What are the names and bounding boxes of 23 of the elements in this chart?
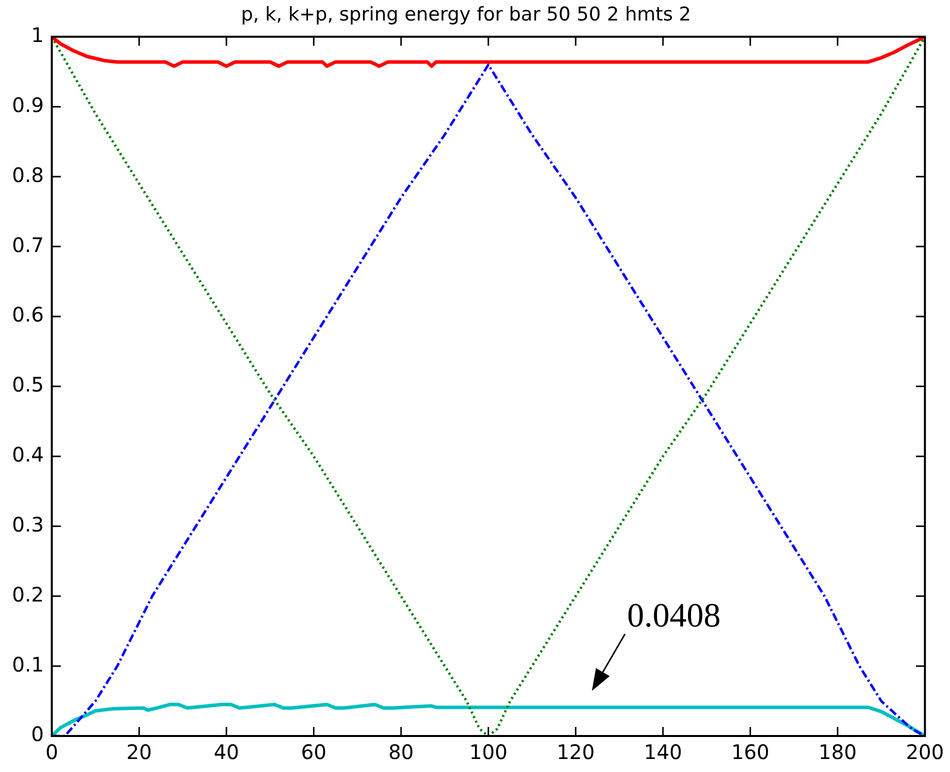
- x-tick-label: 200: [906, 740, 944, 764]
- y-tick-label: 0.1: [12, 652, 44, 676]
- y-tick-label: 0.6: [12, 302, 44, 327]
- x-tick-label: 80: [388, 740, 414, 764]
- y-tick-label: 0.3: [12, 512, 44, 536]
- x-tick-label: 20: [126, 740, 152, 764]
- y-tick-label: 0.2: [12, 582, 44, 606]
- x-tick-label: 120: [556, 740, 595, 764]
- x-tick-label: 160: [731, 740, 770, 764]
- x-tick-label: 60: [301, 740, 326, 764]
- x-tick-label: 100: [469, 740, 508, 764]
- y-tick-label: 0.9: [12, 92, 44, 117]
- y-tick-label: 0.5: [12, 372, 44, 397]
- y-tick-label: 1: [31, 23, 44, 48]
- y-tick-label: 0.4: [12, 442, 44, 467]
- x-tick-label: 40: [214, 740, 240, 764]
- x-tick-label: 140: [644, 740, 682, 764]
- annotation: 0.0408: [627, 597, 721, 634]
- y-tick-label: 0: [31, 722, 44, 746]
- x-tick-label: 180: [818, 740, 857, 764]
- chart-title: p, k, k+p, spring energy for bar 50 50 2 hmts 2: [240, 3, 692, 26]
- y-tick-label: 0.7: [12, 232, 44, 257]
- y-tick-label: 0.8: [12, 162, 44, 187]
